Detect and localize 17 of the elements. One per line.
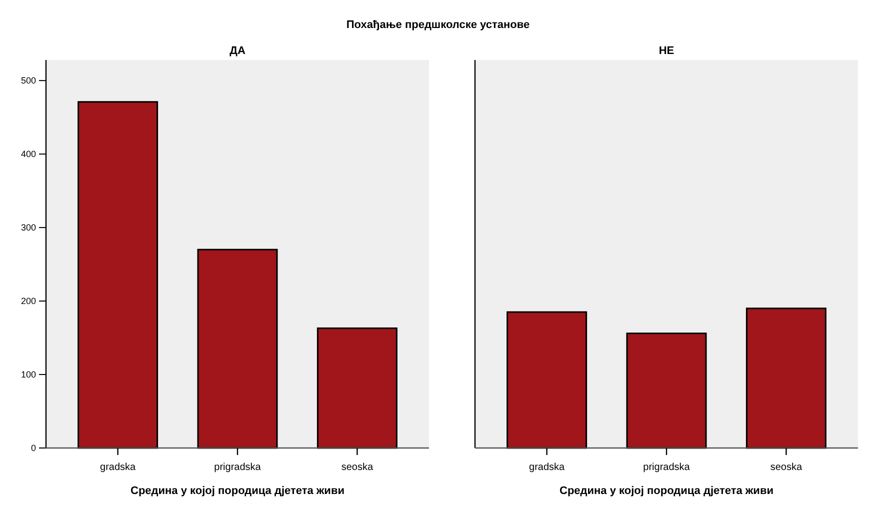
- x-axis-title: Средина у којој породица дјетета живи: [130, 485, 344, 497]
- x-tick-label: prigradska: [643, 462, 690, 473]
- chart-subtitle: НЕ: [658, 45, 674, 57]
- y-tick-label: 300: [20, 222, 36, 233]
- y-tick-label: 100: [20, 370, 36, 380]
- y-tick-label: 500: [20, 76, 36, 86]
- x-tick-label: seoska: [770, 462, 802, 473]
- x-tick-label: gradska: [100, 462, 136, 473]
- chart-subtitle: ДА: [230, 45, 246, 57]
- y-tick-label: 400: [20, 149, 36, 160]
- y-tick-label: 200: [20, 296, 36, 306]
- x-tick-label: seoska: [341, 462, 374, 473]
- x-tick-label: gradska: [529, 462, 566, 473]
- x-tick-label: prigradska: [214, 462, 262, 473]
- chart-title: Похађање предшколске установе: [346, 19, 530, 31]
- y-tick-label: 0: [30, 443, 36, 454]
- x-axis-title: Средина у којој породица дјетета живи: [560, 485, 774, 497]
